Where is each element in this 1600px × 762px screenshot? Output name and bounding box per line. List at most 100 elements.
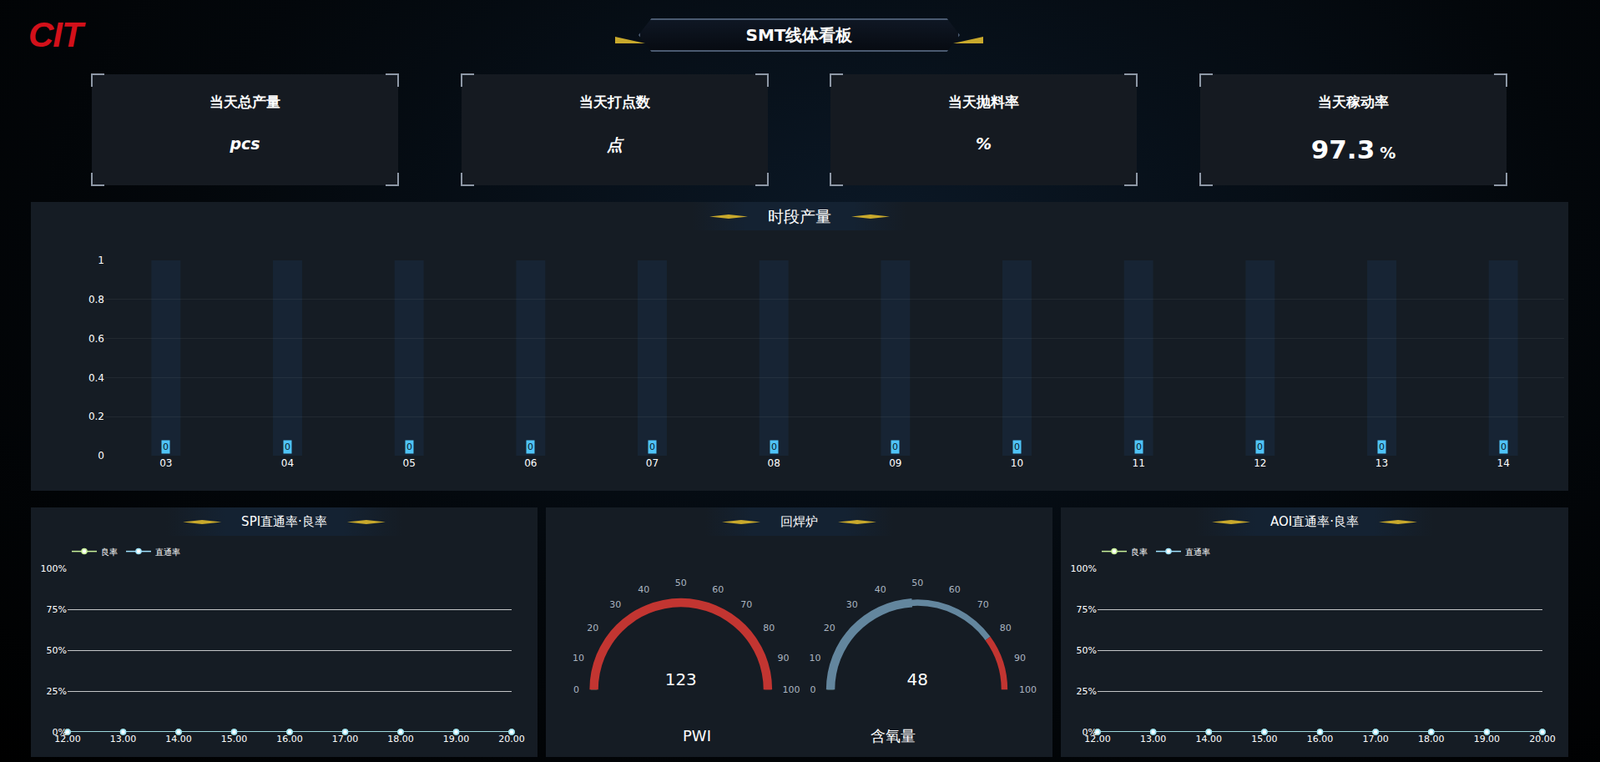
svg-text:90: 90 — [1014, 652, 1026, 664]
svg-text:100%: 100% — [1070, 563, 1097, 575]
svg-text:19.00: 19.00 — [1473, 733, 1501, 745]
svg-text:80: 80 — [999, 622, 1012, 634]
html-text:pcs: pcs — [229, 134, 261, 153]
svg-text:50: 50 — [911, 577, 924, 589]
svg-text:0: 0 — [284, 441, 291, 453]
svg-text:0: 0 — [809, 684, 816, 696]
html-text:当天总产量: 当天总产量 — [209, 93, 281, 111]
svg-text:10: 10 — [572, 652, 585, 664]
svg-text:09: 09 — [888, 457, 902, 470]
svg-text:75%: 75% — [1076, 604, 1097, 616]
svg-text:14.00: 14.00 — [1196, 733, 1223, 745]
svg-text:20.00: 20.00 — [498, 733, 525, 745]
svg-text:50%: 50% — [46, 645, 67, 657]
svg-text:48: 48 — [907, 669, 929, 690]
svg-text:100: 100 — [782, 684, 801, 696]
svg-text:08: 08 — [767, 457, 781, 470]
svg-text:0.2: 0.2 — [88, 410, 105, 423]
svg-text:14.00: 14.00 — [165, 733, 192, 745]
svg-text:12: 12 — [1253, 457, 1267, 470]
svg-text:19.00: 19.00 — [443, 733, 470, 745]
svg-text:100%: 100% — [40, 563, 67, 575]
svg-text:60: 60 — [711, 584, 724, 596]
svg-text:11: 11 — [1132, 457, 1146, 470]
svg-text:含氧量: 含氧量 — [870, 726, 916, 745]
svg-text:13: 13 — [1375, 457, 1389, 470]
html-text:回焊炉: 回焊炉 — [780, 514, 818, 530]
svg-text:70: 70 — [977, 599, 990, 611]
html-text:点: 点 — [606, 135, 623, 154]
html-text:97.3 %: 97.3 % — [1310, 134, 1396, 165]
svg-text:50%: 50% — [1076, 645, 1097, 657]
svg-text:10: 10 — [1010, 457, 1024, 470]
svg-text:0.8: 0.8 — [88, 293, 105, 306]
svg-text:0.4: 0.4 — [88, 372, 105, 384]
svg-text:07: 07 — [646, 457, 659, 470]
svg-text:0: 0 — [771, 441, 778, 453]
svg-text:15.00: 15.00 — [1251, 733, 1278, 745]
svg-text:10: 10 — [808, 652, 821, 664]
svg-text:0: 0 — [162, 441, 169, 453]
svg-text:50: 50 — [675, 577, 687, 589]
svg-text:20: 20 — [823, 622, 836, 634]
svg-text:03: 03 — [159, 457, 172, 470]
svg-text:良率: 良率 — [1130, 547, 1148, 557]
svg-text:17.00: 17.00 — [332, 733, 359, 745]
svg-text:90: 90 — [777, 652, 790, 664]
html-text:当天打点数: 当天打点数 — [579, 93, 651, 111]
svg-text:PWI: PWI — [682, 726, 712, 745]
html-text:当天抛料率: 当天抛料率 — [948, 93, 1020, 111]
svg-text:06: 06 — [524, 457, 537, 470]
svg-text:13.00: 13.00 — [110, 733, 137, 745]
svg-text:0: 0 — [573, 684, 580, 696]
svg-text:40: 40 — [637, 584, 650, 596]
svg-text:0: 0 — [97, 449, 105, 462]
svg-text:100: 100 — [1019, 684, 1037, 696]
html-text:时段产量: 时段产量 — [767, 206, 832, 226]
svg-text:0: 0 — [649, 441, 656, 453]
html-text:当天稼动率: 当天稼动率 — [1317, 93, 1389, 111]
svg-text:0: 0 — [527, 441, 534, 453]
svg-text:18.00: 18.00 — [387, 733, 414, 745]
svg-text:25%: 25% — [46, 686, 67, 697]
html-text:SPI直通率·良率: SPI直通率·良率 — [241, 514, 328, 530]
svg-text:直通率: 直通率 — [155, 547, 181, 557]
svg-text:14: 14 — [1497, 457, 1510, 470]
svg-text:0.6: 0.6 — [88, 333, 105, 345]
svg-text:0: 0 — [406, 441, 413, 453]
svg-text:17.00: 17.00 — [1362, 733, 1389, 745]
svg-text:15.00: 15.00 — [221, 733, 248, 745]
svg-text:1: 1 — [97, 254, 105, 267]
svg-text:0%: 0% — [1082, 726, 1097, 738]
svg-text:0: 0 — [1256, 441, 1263, 453]
svg-text:30: 30 — [609, 599, 621, 611]
svg-text:25%: 25% — [1076, 686, 1097, 697]
svg-text:05: 05 — [403, 457, 416, 470]
svg-text:直通率: 直通率 — [1185, 547, 1211, 557]
svg-text:20: 20 — [586, 622, 599, 634]
svg-text:16.00: 16.00 — [276, 733, 303, 745]
svg-text:0: 0 — [1135, 441, 1142, 453]
svg-text:70: 70 — [740, 599, 753, 611]
svg-text:30: 30 — [846, 599, 859, 611]
svg-text:75%: 75% — [46, 604, 67, 616]
svg-text:18.00: 18.00 — [1418, 733, 1445, 745]
svg-text:04: 04 — [281, 457, 294, 470]
svg-text:60: 60 — [948, 584, 961, 596]
svg-text:123: 123 — [665, 669, 697, 690]
svg-text:良率: 良率 — [100, 547, 118, 557]
svg-text:0: 0 — [892, 441, 899, 453]
svg-text:80: 80 — [762, 622, 775, 634]
svg-text:12.00: 12.00 — [54, 733, 81, 745]
svg-text:16.00: 16.00 — [1307, 733, 1334, 745]
svg-text:40: 40 — [874, 584, 887, 596]
svg-text:0: 0 — [1500, 441, 1507, 453]
svg-text:0: 0 — [1378, 441, 1385, 453]
svg-text:13.00: 13.00 — [1140, 733, 1167, 745]
svg-text:0: 0 — [1014, 441, 1020, 453]
svg-text:20.00: 20.00 — [1529, 733, 1556, 745]
html-text:CIT: CIT — [28, 15, 83, 55]
svg-text:0%: 0% — [52, 726, 67, 738]
html-text:SMT线体看板: SMT线体看板 — [745, 25, 853, 46]
svg-text:12.00: 12.00 — [1084, 733, 1111, 745]
